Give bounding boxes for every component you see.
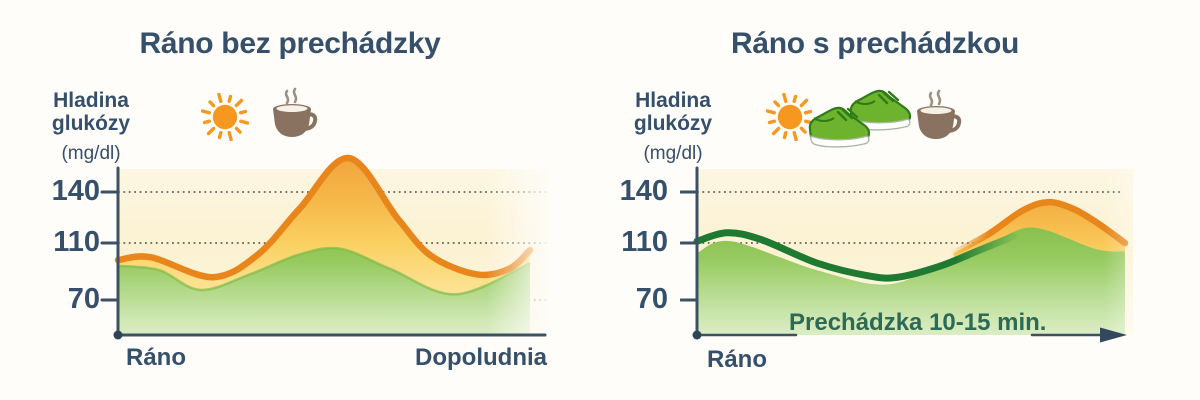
- y-axis-label-line2: glukózy: [51, 112, 131, 135]
- sun-icon: [201, 93, 249, 141]
- origin-dot: [113, 330, 123, 340]
- steam: [284, 87, 298, 105]
- x-label-rano: Ráno: [707, 346, 767, 373]
- tick-label-140: 140: [619, 175, 668, 207]
- x-label-rano: Ráno: [126, 344, 186, 371]
- y-axis-unit: (mg/dl): [643, 143, 703, 164]
- tick-label-140: 140: [51, 175, 100, 207]
- tick-label-70: 70: [635, 283, 668, 315]
- plot-area-without-walk: [100, 154, 548, 340]
- chart-title: Ráno s prechádzkou: [731, 27, 1019, 60]
- axes: [680, 166, 1104, 338]
- running-shoes-icon: [808, 89, 912, 149]
- walk-annotation: Prechádzka 10-15 min.: [789, 309, 1047, 336]
- y-axis-label-line2: glukózy: [633, 112, 713, 135]
- y-axis-label: Hladina glukózy (mg/dl): [46, 89, 136, 165]
- data-curves: [693, 198, 1129, 335]
- tick-label-70: 70: [67, 283, 100, 315]
- data-curves: [114, 154, 534, 335]
- tick-label-110: 110: [53, 226, 100, 258]
- x-axis-arrowhead: [1100, 327, 1127, 343]
- y-axis-label-line1: Hladina: [53, 89, 129, 112]
- origin-dot: [692, 330, 702, 340]
- coffee-cup-icon: [917, 89, 962, 139]
- y-axis-label: Hladina glukózy (mg/dl): [628, 89, 718, 165]
- chart-without-walk: Ráno bez prechádzky Hladina glukózy (mg/…: [46, 27, 548, 371]
- tick-label-110: 110: [621, 226, 668, 258]
- plot-area-with-walk: [680, 166, 1133, 343]
- y-axis-label-line1: Hladina: [635, 89, 711, 112]
- steam: [928, 89, 942, 107]
- coffee-cup-icon: [273, 87, 318, 137]
- x-label-dopoludnia: Dopoludnia: [415, 344, 547, 371]
- sun-icon: [766, 93, 814, 141]
- chart-title: Ráno bez prechádzky: [139, 27, 441, 60]
- axes: [100, 166, 547, 338]
- y-axis-unit: (mg/dl): [61, 143, 121, 164]
- chart-with-walk: Ráno s prechádzkou Hladina glukózy (mg/d…: [582, 0, 1200, 400]
